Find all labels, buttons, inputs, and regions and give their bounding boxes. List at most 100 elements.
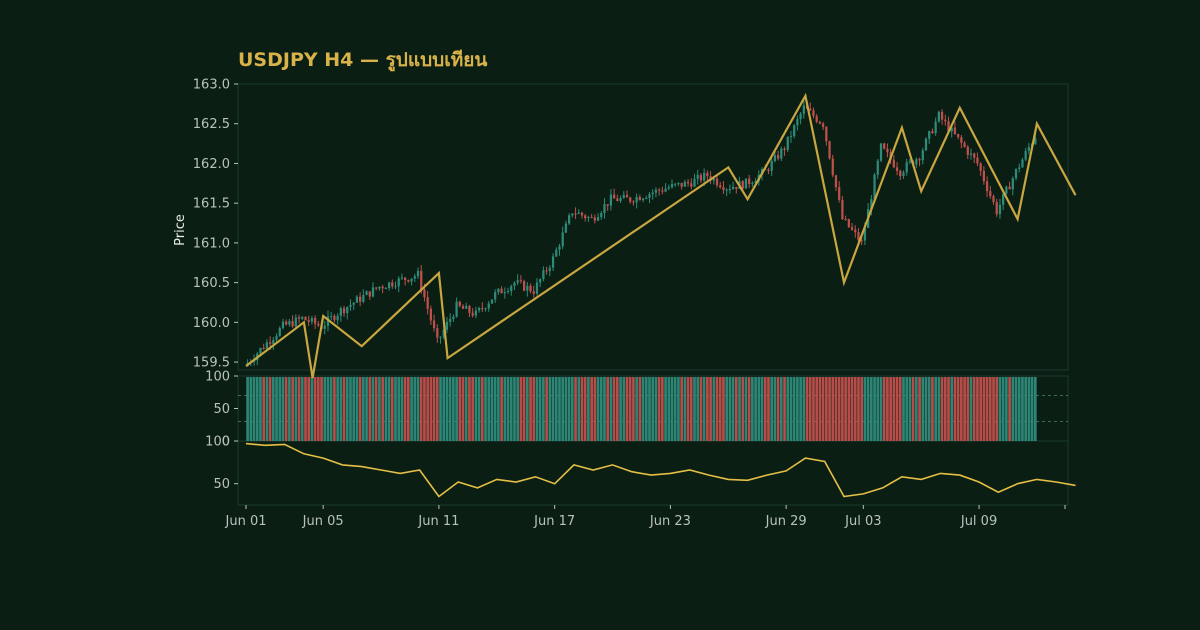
candle-body <box>455 301 458 317</box>
volume-bar <box>680 377 684 441</box>
candle-body <box>883 143 886 149</box>
volume-bar <box>706 377 709 441</box>
candle-body <box>960 137 963 143</box>
volume-bar <box>554 377 558 441</box>
candle-body <box>638 196 641 201</box>
candle-body <box>947 121 950 132</box>
volume-bar <box>452 377 455 441</box>
candle-body <box>513 282 516 287</box>
volume-bar <box>532 377 536 441</box>
candle-body <box>471 312 474 316</box>
candle-body <box>551 256 555 268</box>
price-tick-label: 162.0 <box>193 157 230 172</box>
candle-body <box>728 189 732 191</box>
volume-bar <box>699 377 703 441</box>
volume-bar <box>419 377 423 441</box>
volume-bar <box>741 377 745 441</box>
volume-bar <box>873 377 876 441</box>
candle-body <box>767 169 770 171</box>
candle-body <box>674 183 677 185</box>
volume-bar <box>300 377 304 441</box>
candle-body <box>445 321 449 330</box>
volume-bar <box>381 377 384 441</box>
volume-bar <box>1005 377 1008 441</box>
volume-bar <box>821 377 825 441</box>
volume-bar <box>779 377 783 441</box>
volume-bar <box>943 377 947 441</box>
candle-body <box>905 162 908 173</box>
volume-bar <box>661 377 664 441</box>
price-axis-label: Price <box>173 214 188 246</box>
candle-body <box>950 127 953 132</box>
volume-bar <box>448 377 452 441</box>
volume-bar <box>751 377 754 441</box>
candle-body <box>571 213 574 216</box>
candle-body <box>542 270 545 280</box>
volume-bar <box>882 377 886 441</box>
volume-bar <box>725 377 729 441</box>
volume-bar <box>284 377 288 441</box>
candle-body <box>725 189 728 191</box>
candle-body <box>281 321 285 328</box>
candle-body <box>567 215 571 224</box>
candle-body <box>789 136 793 138</box>
x-tick-label: Jul 03 <box>844 514 881 529</box>
volume-tick-label: 50 <box>213 402 230 417</box>
candle-body <box>799 113 802 120</box>
volume-bar <box>304 377 307 441</box>
volume-bar <box>329 377 333 441</box>
candle-body <box>326 316 330 326</box>
volume-bar <box>551 377 555 441</box>
volume-bar <box>268 377 272 441</box>
volume-bar <box>799 377 802 441</box>
volume-bar <box>644 377 648 441</box>
candle-body <box>860 240 863 242</box>
volume-bar <box>934 377 937 441</box>
candle-body <box>632 201 635 203</box>
volume-bar <box>249 377 253 441</box>
candle-body <box>519 280 523 282</box>
volume-bar <box>615 377 619 441</box>
volume-bar <box>905 377 909 441</box>
price-axis-ticks: 159.5 160.0 160.5 161.0 161.5 162.0 162.5 163.0 <box>193 78 238 371</box>
volume-bar <box>252 377 256 441</box>
candle-body <box>664 188 667 192</box>
price-tick-label: 161.5 <box>193 197 230 212</box>
volume-bar <box>632 377 635 441</box>
volume-bar <box>641 377 645 441</box>
volume-bar <box>1008 377 1011 441</box>
volume-bar <box>368 377 372 441</box>
volume-bar <box>542 377 545 441</box>
candle-body <box>484 308 487 310</box>
candle-body <box>973 153 976 158</box>
candle-body <box>288 321 291 325</box>
volume-bar <box>362 377 365 441</box>
volume-bar <box>596 377 600 441</box>
volume-bar <box>378 377 381 441</box>
volume-bar <box>995 377 999 441</box>
volume-bar <box>889 377 892 441</box>
candle-body <box>854 229 857 233</box>
candle-body <box>690 183 693 187</box>
volume-bar <box>1024 377 1028 441</box>
volume-bar <box>619 377 622 441</box>
volume-bar <box>259 377 262 441</box>
volume-bar <box>358 377 362 441</box>
volume-bar <box>792 377 796 441</box>
volume-bar <box>288 377 291 441</box>
candle-body <box>449 318 452 322</box>
candle-body <box>969 153 973 155</box>
candle-body <box>497 288 500 293</box>
volume-bar <box>593 377 597 441</box>
oscillator-axis-ticks: 50 100 <box>205 435 238 492</box>
volume-bar <box>410 377 413 441</box>
volume-bar <box>506 377 510 441</box>
candle-body <box>706 172 709 177</box>
candle-body <box>940 111 944 120</box>
volume-bar <box>307 377 311 441</box>
volume-bar <box>802 377 806 441</box>
volume-bar <box>403 377 407 441</box>
volume-bar <box>686 377 690 441</box>
candle-body <box>661 190 664 192</box>
